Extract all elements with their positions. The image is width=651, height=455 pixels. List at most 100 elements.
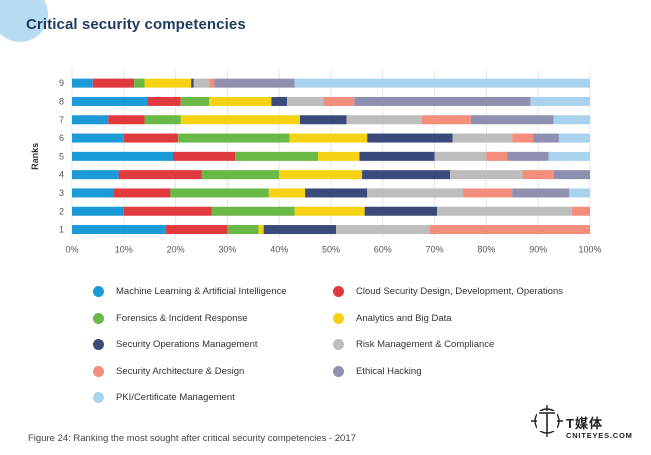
bar-segment (286, 96, 324, 106)
legend-label: Ethical Hacking (356, 365, 422, 377)
logo-site: CNITEYES.COM (566, 431, 633, 440)
bar-segment (123, 206, 212, 216)
bar-segment (214, 78, 295, 88)
bar-segment (512, 188, 570, 198)
bar-segment (72, 225, 166, 235)
bar-segment (294, 78, 590, 88)
bar-segment (289, 133, 368, 143)
bar-segment (180, 96, 210, 106)
bar-segment (299, 115, 347, 125)
bar-segment (346, 115, 422, 125)
bar-segment (271, 96, 287, 106)
bar-segment (571, 206, 590, 216)
y-tick-label: 5 (59, 151, 64, 161)
bar-segment (72, 115, 109, 125)
legend-item: Security Operations Management (93, 339, 258, 350)
y-axis-title: Ranks (30, 143, 40, 170)
bar-segment (72, 206, 124, 216)
x-tick-label: 10% (115, 245, 133, 255)
x-tick-label: 0% (65, 245, 78, 255)
bar-segment (268, 188, 306, 198)
bar-segment (258, 225, 264, 235)
bar-segment (209, 78, 215, 88)
x-tick-label: 60% (374, 245, 392, 255)
bar-segment (336, 225, 430, 235)
bar-segment (533, 133, 559, 143)
bar-segment (305, 188, 368, 198)
y-tick-label: 3 (59, 188, 64, 198)
chart-title: Critical security competencies (26, 16, 246, 33)
legend-item: Risk Management & Compliance (333, 339, 494, 350)
bar-segment (452, 133, 513, 143)
bar-segment (72, 151, 174, 161)
bar-segment (548, 151, 590, 161)
bar-segment (180, 115, 300, 125)
bar-segment (113, 188, 171, 198)
legend-swatch (93, 392, 104, 403)
bar-segment (108, 115, 145, 125)
bar-segment (354, 96, 531, 106)
y-tick-label: 1 (59, 225, 64, 235)
bar-segment (209, 96, 272, 106)
legend-swatch (93, 365, 104, 377)
bar-segment (429, 225, 590, 235)
bar-segment (569, 188, 590, 198)
bar-segment (191, 78, 194, 88)
bar-segment (294, 206, 365, 216)
x-tick-label: 90% (529, 245, 547, 255)
legend-label: Security Operations Management (116, 339, 258, 350)
bar-segment (173, 151, 236, 161)
bar-segment (147, 96, 181, 106)
bar-segment (507, 151, 549, 161)
legend-label: Security Architecture & Design (116, 365, 245, 377)
x-tick-label: 50% (322, 245, 340, 255)
legend-swatch (333, 365, 344, 377)
legend-label: Risk Management & Compliance (356, 339, 495, 350)
y-tick-label: 4 (59, 170, 64, 180)
bar-segment (434, 151, 487, 161)
legend-item: Ethical Hacking (333, 365, 422, 377)
legend-label: Cloud Security Design, Development, Oper… (356, 286, 563, 297)
figure-caption: Figure 24: Ranking the most sought after… (28, 433, 356, 444)
bar-segment (421, 115, 471, 125)
x-tick-label: 20% (167, 245, 185, 255)
y-tick-label: 6 (59, 133, 64, 143)
bar-segment (367, 133, 453, 143)
bar-segment (118, 170, 202, 180)
bar-segment (227, 225, 259, 235)
legend-swatch (93, 286, 104, 297)
bar-segment (193, 78, 210, 88)
x-tick-label: 40% (270, 245, 288, 255)
bar-segment (553, 170, 590, 180)
logo-name: T媒体 (566, 416, 603, 431)
legend-item: Forensics & Incident Response (93, 312, 247, 324)
bar-segment (92, 78, 135, 88)
bar-segment (178, 133, 290, 143)
bar-segment (486, 151, 508, 161)
legend-label: PKI/Certificate Management (116, 392, 235, 403)
legend-label: Machine Learning & Artificial Intelligen… (116, 286, 287, 297)
bar-segment (367, 188, 464, 198)
bar-segment (450, 170, 523, 180)
bar-segment (123, 133, 179, 143)
y-tick-label: 9 (59, 78, 64, 88)
bar-segment (235, 151, 319, 161)
bar-segment (165, 225, 228, 235)
bar-segment (72, 188, 114, 198)
legend-item: Security Architecture & Design (93, 365, 245, 377)
legend-swatch (93, 312, 104, 324)
bar-segment (362, 170, 451, 180)
bar-segment (530, 96, 590, 106)
bar-segment (144, 78, 192, 88)
legend-item: PKI/Certificate Management (93, 392, 235, 403)
legend-swatch (333, 339, 344, 350)
legend-swatch (333, 312, 344, 324)
legend-item: Analytics and Big Data (333, 312, 452, 324)
legend-swatch (333, 286, 344, 297)
bar-segment (522, 170, 554, 180)
y-tick-label: 7 (59, 115, 64, 125)
bar-segment (144, 115, 181, 125)
bar-segment (211, 206, 295, 216)
x-tick-label: 100% (578, 245, 601, 255)
bar-segment (72, 78, 93, 88)
